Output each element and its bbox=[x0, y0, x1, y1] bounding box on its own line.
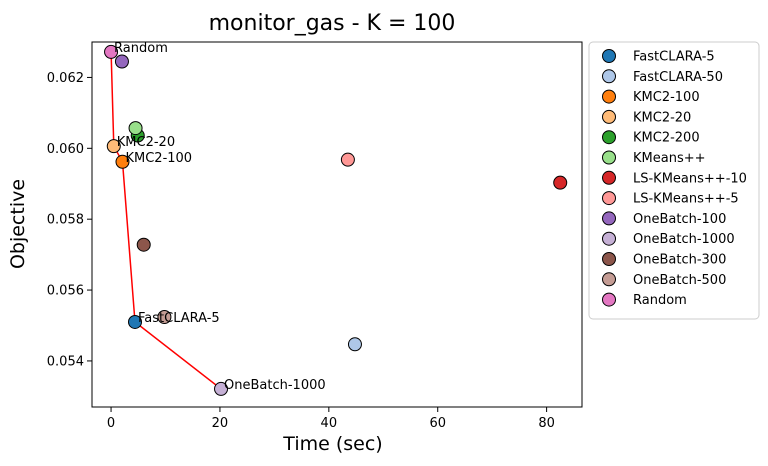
legend-marker bbox=[602, 130, 616, 145]
point-annotation: OneBatch-1000 bbox=[224, 378, 326, 393]
legend-marker bbox=[602, 49, 616, 63]
data-point bbox=[128, 314, 143, 329]
legend-label: FastCLARA-50 bbox=[633, 70, 723, 85]
legend-label: FastCLARA-5 bbox=[633, 50, 715, 65]
point-annotation: Random bbox=[114, 41, 168, 56]
data-point bbox=[106, 139, 121, 154]
legend-marker bbox=[602, 231, 616, 246]
legend-marker bbox=[602, 211, 616, 226]
legend-marker bbox=[602, 252, 616, 266]
x-tick-label: 60 bbox=[429, 416, 446, 431]
data-point bbox=[114, 54, 129, 69]
data-point bbox=[340, 152, 355, 167]
legend-label: OneBatch-500 bbox=[633, 273, 726, 288]
y-axis-title: Objective bbox=[7, 179, 29, 269]
x-tick-label: 80 bbox=[538, 416, 555, 431]
legend-marker bbox=[602, 69, 616, 84]
plot-frame bbox=[91, 41, 583, 408]
legend-marker bbox=[602, 109, 616, 124]
data-point bbox=[347, 337, 362, 352]
legend-marker bbox=[602, 292, 616, 307]
y-tick-label: 0.060 bbox=[47, 142, 84, 157]
y-tick-label: 0.056 bbox=[47, 284, 84, 299]
point-annotation: FastCLARA-5 bbox=[138, 311, 220, 326]
data-point bbox=[553, 175, 568, 190]
legend-marker bbox=[602, 170, 616, 185]
data-point bbox=[214, 381, 229, 396]
legend-label: OneBatch-100 bbox=[633, 212, 726, 227]
x-axis-title: Time (sec) bbox=[282, 433, 382, 455]
legend-marker bbox=[602, 191, 616, 206]
legend-label: KMC2-100 bbox=[633, 90, 700, 105]
x-tick-label: 40 bbox=[321, 416, 338, 431]
point-annotation: KMC2-100 bbox=[125, 151, 192, 166]
y-tick-label: 0.058 bbox=[47, 213, 84, 228]
legend-marker bbox=[602, 89, 616, 104]
legend-marker bbox=[602, 272, 616, 287]
y-tick-label: 0.062 bbox=[47, 71, 84, 86]
legend-label: OneBatch-1000 bbox=[633, 232, 735, 247]
data-point bbox=[157, 309, 172, 324]
data-point bbox=[128, 121, 143, 136]
legend-label: KMC2-20 bbox=[633, 110, 691, 125]
chart-title: monitor_gas - K = 100 bbox=[209, 11, 456, 36]
legend-label: OneBatch-300 bbox=[633, 253, 726, 268]
data-point bbox=[136, 237, 151, 252]
legend-marker bbox=[602, 150, 616, 165]
legend-label: LS-KMeans++-5 bbox=[633, 192, 739, 207]
x-tick-label: 0 bbox=[107, 416, 115, 431]
x-tick-label: 20 bbox=[212, 416, 229, 431]
axes: 0 20 40 60 80 0.054 0.056 0.058 0.060 0.062 bbox=[47, 71, 555, 431]
y-tick-label: 0.054 bbox=[47, 354, 84, 369]
legend-label: LS-KMeans++-10 bbox=[633, 171, 747, 186]
data-point bbox=[115, 154, 130, 169]
legend-frame bbox=[588, 41, 760, 320]
pareto-frontier-line bbox=[110, 51, 222, 390]
legend-label: KMC2-200 bbox=[633, 131, 700, 146]
point-annotation: KMC2-20 bbox=[117, 135, 175, 150]
legend-label: Random bbox=[633, 293, 687, 308]
legend: FastCLARA-5 FastCLARA-50 KMC2-100 KMC2-20 KM… bbox=[588, 41, 760, 320]
legend-label: KMeans++ bbox=[633, 151, 706, 166]
data-point bbox=[104, 44, 119, 59]
